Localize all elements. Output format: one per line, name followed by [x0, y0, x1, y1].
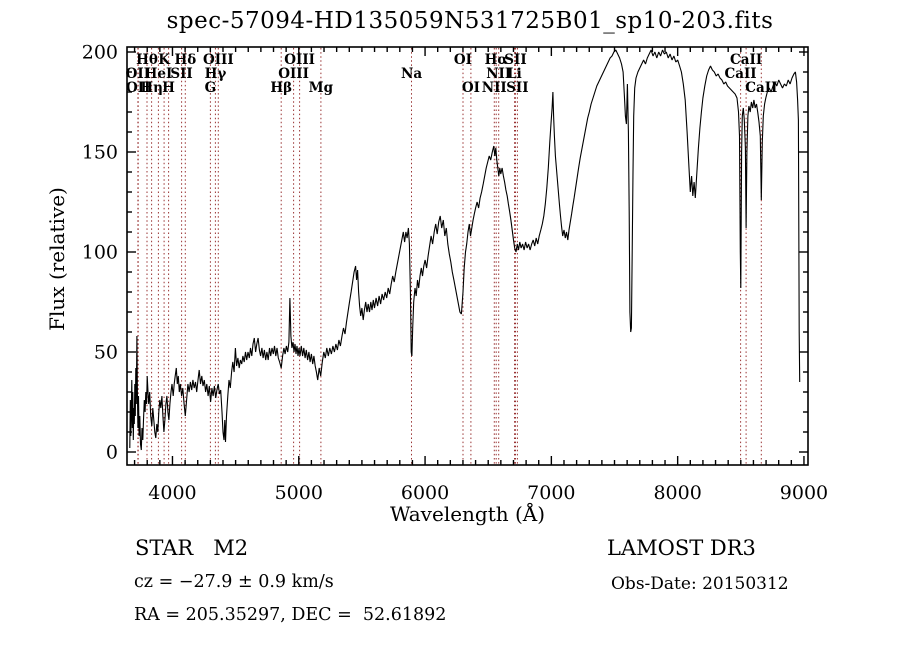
- spectral-line-label: SII: [170, 66, 192, 82]
- x-tick-label: 5000: [275, 482, 323, 504]
- spectral-line-label: OI: [462, 80, 480, 96]
- spectrum-curve: [129, 49, 801, 451]
- spectral-line-label: H: [162, 80, 175, 96]
- plot-frame: [126, 46, 809, 466]
- obs-date-value: Obs-Date: 20150312: [611, 574, 789, 594]
- spectral-line-label: OIII: [278, 66, 309, 82]
- spectral-line-label: OIII: [203, 52, 234, 68]
- ra-dec-value: RA = 205.35297, DEC = 52.61892: [134, 605, 447, 625]
- spectral-line-label: SII: [504, 52, 526, 68]
- spectral-line-label: CaII: [724, 66, 756, 82]
- spectral-line-label: NII: [486, 66, 511, 82]
- spectral-line-label: Hγ: [205, 66, 227, 82]
- curve: [129, 49, 801, 451]
- spectral-line-label: OIII: [284, 52, 315, 68]
- spectral-line-label: Hα: [485, 52, 509, 68]
- x-tick-label: 8000: [653, 482, 701, 504]
- spectral-line-label: CaII: [745, 80, 777, 96]
- spectral-line-label: Hδ: [174, 52, 196, 68]
- x-tick-label: 4000: [148, 482, 196, 504]
- spectral-line-label: HeI: [145, 66, 173, 82]
- spectral-line-label: Hθ: [136, 52, 158, 68]
- y-tick-label: 0: [106, 442, 118, 464]
- spectral-line-label: OI: [454, 52, 472, 68]
- cz-value: cz = −27.9 ± 0.9 km/s: [134, 572, 334, 592]
- y-axis-title: Flux (relative): [45, 187, 69, 331]
- spectral-line-label: OII: [126, 66, 150, 82]
- ticks: [127, 47, 808, 465]
- page-title: spec-57094-HD135059N531725B01_sp10-203.f…: [166, 8, 774, 34]
- x-tick-label: 6000: [401, 482, 449, 504]
- y-tick-label: 50: [94, 342, 118, 364]
- spectral-line-label: Na: [401, 66, 422, 82]
- object-class-label: STAR M2: [135, 536, 249, 560]
- spectral-line-label: OII: [126, 80, 150, 96]
- x-tick-label: 9000: [780, 482, 828, 504]
- x-tick-label: 7000: [527, 482, 575, 504]
- spectral-line-label: SII: [506, 80, 528, 96]
- spectral-line-label: Hη: [140, 80, 163, 96]
- y-tick-label: 100: [82, 242, 118, 264]
- spectral-line-label: Hβ: [270, 80, 292, 96]
- x-axis-title: Wavelength (Å): [389, 502, 546, 526]
- y-tick-label: 150: [82, 142, 118, 164]
- spectral-line-label: G: [205, 80, 217, 96]
- spectral-line-label: CaII: [730, 52, 762, 68]
- y-tick-label: 200: [82, 42, 118, 64]
- frame: [126, 46, 809, 466]
- survey-label: LAMOST DR3: [607, 536, 756, 560]
- spectral-line-label: K: [158, 52, 171, 68]
- spectral-line-label: Mg: [309, 80, 334, 96]
- spectral-line-label: Li: [507, 66, 522, 82]
- spectral-line-label: NII: [482, 80, 507, 96]
